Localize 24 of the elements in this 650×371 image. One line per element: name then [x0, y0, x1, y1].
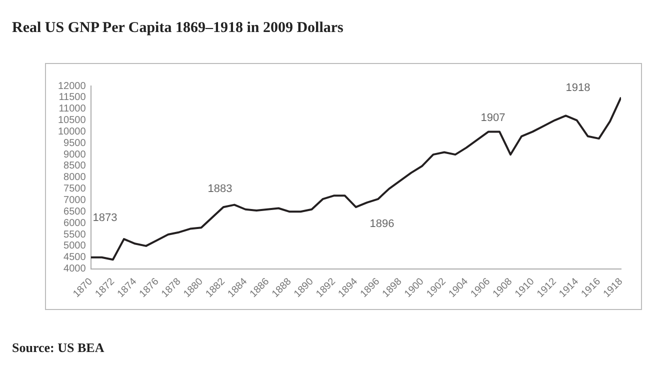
- annotation: 1918: [566, 82, 590, 94]
- y-tick-label: 11000: [58, 104, 86, 115]
- chart-title: Real US GNP Per Capita 1869–1918 in 2009 Dollars: [12, 20, 344, 37]
- y-tick-label: 5500: [64, 229, 86, 240]
- annotation: 1883: [208, 183, 232, 195]
- annotation: 1896: [370, 218, 394, 230]
- annotation: 1873: [92, 212, 118, 224]
- y-tick-label: 4500: [64, 252, 86, 264]
- y-tick-label: 9000: [64, 149, 86, 160]
- y-tick-label: 7000: [64, 194, 86, 206]
- y-tick-label: 7500: [64, 184, 86, 195]
- y-tick-label: 12000: [58, 80, 86, 92]
- y-tick-label: 6500: [64, 206, 86, 218]
- y-tick-label: 9500: [64, 138, 86, 149]
- source-note: Source: US BEA: [12, 340, 104, 356]
- annotation: 1907: [480, 112, 506, 124]
- y-tick-label: 8000: [64, 172, 86, 184]
- y-tick-label: 10500: [58, 115, 86, 126]
- y-tick-label: 10000: [58, 126, 86, 138]
- y-tick-label: 6000: [64, 218, 86, 229]
- y-tick-label: 11500: [58, 92, 86, 104]
- y-tick-label: 8500: [64, 160, 86, 172]
- y-tick-label: 4000: [64, 264, 86, 275]
- y-tick-label: 5000: [64, 240, 86, 252]
